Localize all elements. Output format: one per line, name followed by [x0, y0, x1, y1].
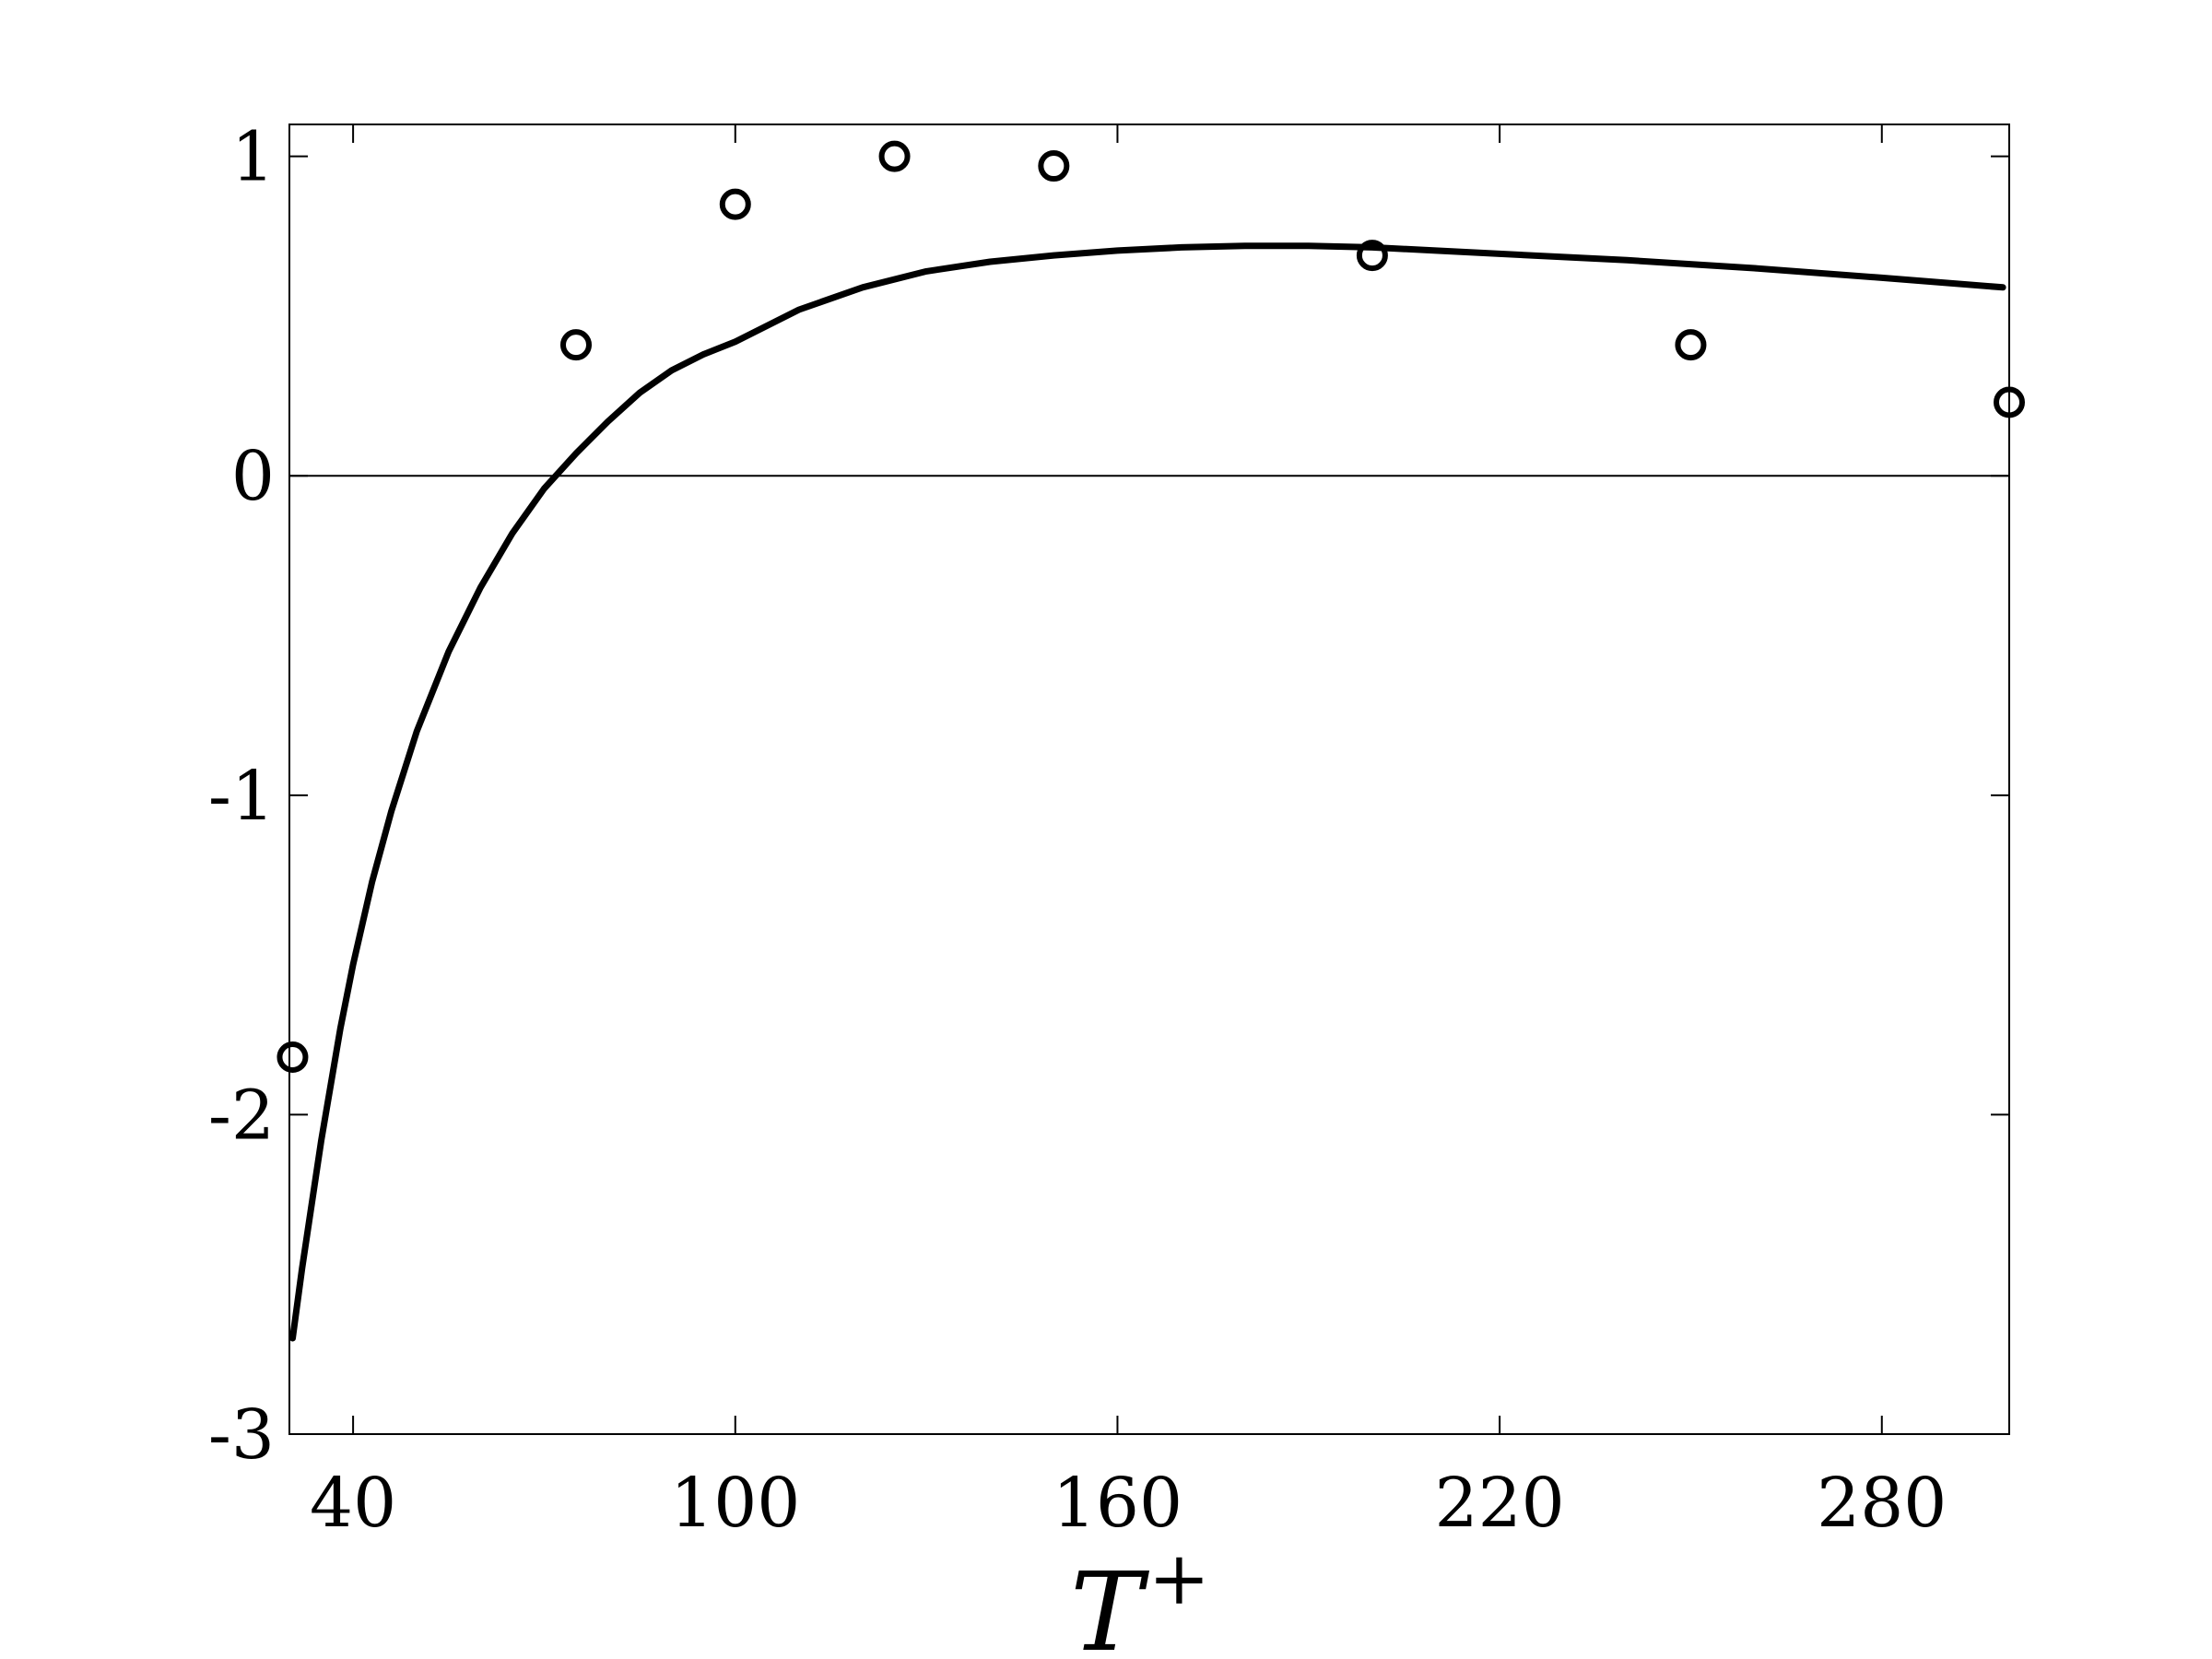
- tick-labels-layer: 40 100 160 220 280 -3 -2 -1 0 1: [208, 118, 1947, 1543]
- data-point-marker: [719, 188, 751, 220]
- data-point-marker: [560, 329, 592, 361]
- y-tick-label: -1: [208, 757, 275, 836]
- x-axis-label: T+: [1070, 1535, 1210, 1659]
- x-tick-label: 160: [1053, 1464, 1182, 1543]
- data-point-marker: [1038, 150, 1070, 182]
- plot-frame: [288, 124, 2010, 1435]
- x-tick-label: 100: [670, 1464, 800, 1543]
- y-tick-label: -2: [208, 1076, 275, 1155]
- x-tick-label: 40: [310, 1464, 396, 1543]
- x-axis-label-main: T: [1070, 1548, 1149, 1659]
- x-tick-label: 280: [1817, 1464, 1947, 1543]
- curve-line: [289, 242, 2006, 1342]
- data-point-marker: [878, 140, 911, 172]
- x-axis-label-superscript: +: [1148, 1535, 1210, 1621]
- data-point-marker: [276, 1041, 309, 1074]
- y-tick-label: 0: [231, 437, 275, 516]
- series-layer: [276, 140, 2025, 1342]
- y-tick-label: -3: [208, 1395, 275, 1475]
- y-tick-label: 1: [231, 118, 275, 197]
- data-point-marker: [1675, 329, 1707, 361]
- x-tick-label: 220: [1434, 1464, 1564, 1543]
- data-point-marker: [1356, 240, 1388, 272]
